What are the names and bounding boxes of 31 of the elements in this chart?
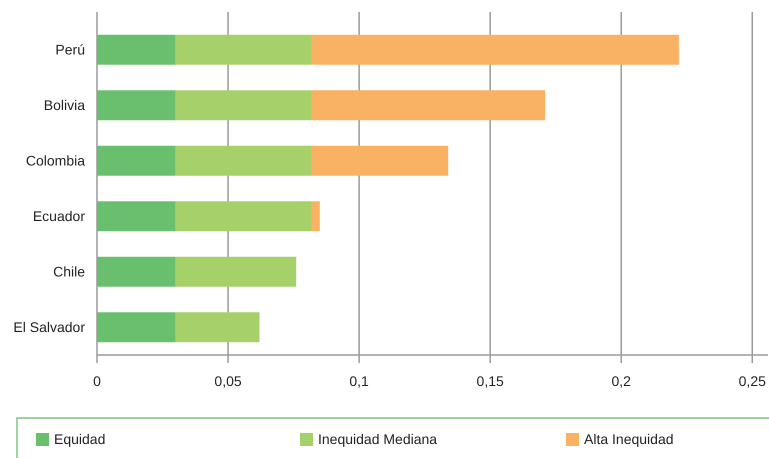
bar	[176, 34, 312, 65]
legend-label: Inequidad Mediana	[318, 431, 438, 447]
bar	[97, 90, 176, 120]
x-tick-label: 0,15	[476, 373, 504, 389]
legend-label: Alta Inequidad	[584, 431, 674, 447]
bar	[312, 90, 546, 120]
bar	[97, 201, 176, 232]
x-tick-label: 0,1	[349, 373, 370, 389]
x-tick-label: 0,05	[214, 373, 242, 389]
y-tick-label: Ecuador	[32, 208, 86, 224]
bar	[97, 34, 176, 65]
y-tick-label: El Salvador	[13, 319, 86, 336]
bar	[312, 34, 679, 65]
bar	[176, 146, 312, 176]
x-tick-label: 0,25	[738, 373, 766, 389]
bar	[176, 312, 260, 342]
y-tick-label: Colombia	[26, 152, 86, 169]
bar	[176, 256, 296, 287]
legend-label: Equidad	[54, 431, 106, 447]
y-tick-label: Chile	[53, 264, 86, 280]
y-tick-label: Perú	[55, 42, 85, 58]
x-tick-label: 0	[93, 373, 102, 389]
bar	[312, 146, 448, 176]
bar	[312, 201, 320, 232]
bar	[176, 90, 312, 120]
y-tick-label: Bolivia	[44, 97, 86, 114]
bar	[97, 312, 176, 342]
bar	[97, 256, 176, 287]
x-tick-label: 0,2	[611, 373, 632, 389]
bar	[176, 201, 312, 232]
bar	[97, 146, 176, 176]
